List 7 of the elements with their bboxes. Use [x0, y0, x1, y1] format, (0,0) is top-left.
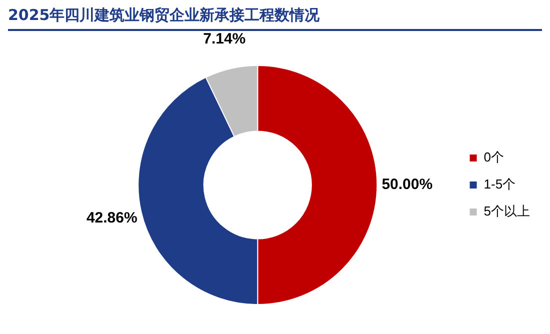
legend-label: 5个以上	[484, 204, 530, 219]
chart-title: 2025年四川建筑业钢贸企业新承接工程数情况	[7, 5, 321, 25]
legend-label: 1-5个	[484, 176, 516, 192]
data-label: 7.14%	[203, 30, 246, 48]
legend-label: 0个	[484, 150, 504, 165]
data-label: 42.86%	[86, 209, 138, 226]
data-label: 50.00%	[382, 176, 433, 194]
